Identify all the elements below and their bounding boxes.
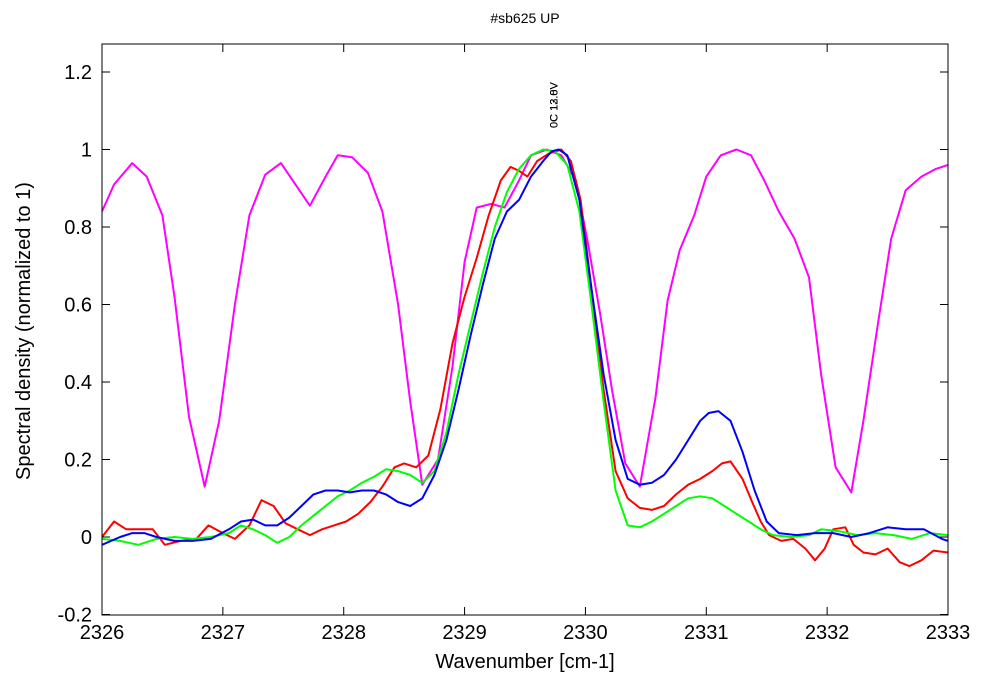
plot-frame — [101, 43, 949, 616]
y-axis-label: Spectral density (normalized to 1) — [13, 182, 35, 480]
x-tick-label: 2327 — [201, 622, 246, 644]
tick-layer: 2326 2327 2328 2329 2330 2331 2332 2333 -0.2 0 0.2… — [58, 44, 971, 644]
peak-annotation: 0C 13.0V — [548, 81, 560, 128]
series-layer — [102, 148, 948, 568]
y-tick-label: 0.8 — [64, 217, 92, 239]
series-line — [102, 148, 948, 546]
y-tick-label: 0.4 — [64, 372, 92, 394]
x-tick-label: 2333 — [926, 622, 971, 644]
y-tick-label: 1.2 — [64, 62, 92, 84]
y-tick-label: 0.6 — [64, 295, 92, 317]
x-tick-label: 2329 — [442, 622, 487, 644]
chart-title: #sb625 UP — [490, 10, 559, 26]
x-tick-label: 2328 — [321, 622, 366, 644]
y-tick-label: 0 — [81, 527, 92, 549]
x-tick-label: 2326 — [80, 622, 125, 644]
y-tick-label: -0.2 — [58, 605, 92, 627]
x-axis-label: Wavenumber [cm-1] — [435, 651, 614, 673]
series-line — [102, 148, 948, 546]
x-tick-label: 2331 — [684, 622, 729, 644]
x-tick-label: 2332 — [805, 622, 850, 644]
x-tick-label: 2330 — [563, 622, 608, 644]
y-tick-label: 1 — [81, 140, 92, 162]
y-tick-label: 0.2 — [64, 450, 92, 472]
peak-annotation: 0C 12.8V — [548, 81, 560, 128]
series-line — [102, 148, 948, 568]
